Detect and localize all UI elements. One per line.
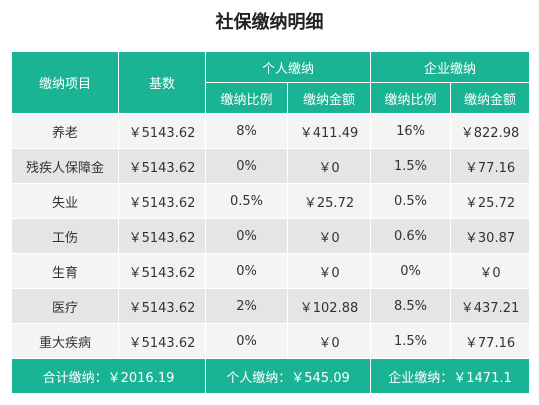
- cell-personal-amount: ￥25.72: [286, 183, 372, 219]
- cell-company-amount: ￥77.16: [450, 323, 531, 359]
- header-base: 基数: [118, 51, 206, 114]
- cell-personal-amount: ￥102.88: [286, 288, 372, 324]
- cell-personal-rate: 0%: [205, 323, 288, 359]
- cell-company-rate: 0%: [370, 253, 452, 289]
- header-company-amount: 缴纳金额: [450, 82, 531, 114]
- cell-base: ￥5143.62: [118, 323, 206, 359]
- cell-base: ￥5143.62: [118, 253, 206, 289]
- cell-item: 残疾人保障金: [11, 148, 119, 184]
- cell-personal-rate: 0.5%: [205, 183, 288, 219]
- header-company-group: 企业缴纳: [370, 51, 531, 83]
- cell-company-rate: 0.6%: [370, 218, 452, 254]
- table-row: 医疗 ￥5143.62 2% ￥102.88 8.5% ￥437.21: [11, 288, 531, 324]
- cell-company-amount: ￥0: [450, 253, 531, 289]
- cell-personal-amount: ￥0: [286, 253, 372, 289]
- header-personal-group: 个人缴纳: [204, 51, 372, 83]
- header-personal-rate: 缴纳比例: [205, 82, 288, 114]
- cell-base: ￥5143.62: [118, 183, 206, 219]
- cell-item: 重大疾病: [11, 323, 119, 359]
- cell-company-amount: ￥77.16: [450, 148, 531, 184]
- cell-personal-rate: 2%: [205, 288, 288, 324]
- cell-company-rate: 8.5%: [370, 288, 452, 324]
- page-title: 社保缴纳明细: [215, 12, 324, 33]
- social-security-table: 缴纳项目 基数 个人缴纳 企业缴纳 缴纳比例 缴纳金额 缴纳比例 缴纳金额 养老…: [11, 51, 531, 394]
- cell-company-rate: 1.5%: [370, 148, 452, 184]
- cell-company-rate: 1.5%: [370, 323, 452, 359]
- cell-personal-rate: 8%: [205, 113, 288, 149]
- cell-personal-rate: 0%: [205, 148, 288, 184]
- cell-company-amount: ￥25.72: [450, 183, 531, 219]
- header-item: 缴纳项目: [11, 51, 119, 114]
- header-row-2: 缴纳比例 缴纳金额 缴纳比例 缴纳金额: [12, 82, 531, 114]
- cell-base: ￥5143.62: [118, 288, 206, 324]
- cell-personal-amount: ￥0: [286, 323, 372, 359]
- cell-company-amount: ￥30.87: [450, 218, 531, 254]
- cell-item: 养老: [11, 113, 119, 149]
- cell-item: 医疗: [11, 288, 119, 324]
- cell-personal-rate: 0%: [205, 253, 288, 289]
- header-row-1: 缴纳项目 基数 个人缴纳 企业缴纳: [11, 51, 531, 114]
- table-row: 工伤 ￥5143.62 0% ￥0 0.6% ￥30.87: [11, 218, 531, 254]
- total-amount: 合计缴纳：￥2016.19: [11, 358, 206, 394]
- cell-company-amount: ￥437.21: [450, 288, 531, 324]
- header-company-rate: 缴纳比例: [370, 82, 452, 114]
- cell-item: 生育: [11, 253, 119, 289]
- cell-base: ￥5143.62: [118, 113, 206, 149]
- table-row: 失业 ￥5143.62 0.5% ￥25.72 0.5% ￥25.72: [11, 183, 531, 219]
- cell-personal-rate: 0%: [205, 218, 288, 254]
- cell-item: 工伤: [11, 218, 119, 254]
- cell-personal-amount: ￥0: [286, 148, 372, 184]
- cell-company-amount: ￥822.98: [450, 113, 531, 149]
- header-personal-amount: 缴纳金额: [286, 82, 372, 114]
- table-row: 养老 ￥5143.62 8% ￥411.49 16% ￥822.98: [11, 113, 531, 149]
- company-total: 企业缴纳：￥1471.1: [370, 358, 531, 394]
- cell-personal-amount: ￥411.49: [286, 113, 372, 149]
- cell-company-rate: 16%: [370, 113, 452, 149]
- table-row: 重大疾病 ￥5143.62 0% ￥0 1.5% ￥77.16: [11, 323, 531, 359]
- personal-total: 个人缴纳：￥545.09: [204, 358, 372, 394]
- cell-base: ￥5143.62: [118, 218, 206, 254]
- cell-personal-amount: ￥0: [286, 218, 372, 254]
- cell-base: ￥5143.62: [118, 148, 206, 184]
- cell-item: 失业: [11, 183, 119, 219]
- table-row: 残疾人保障金 ￥5143.62 0% ￥0 1.5% ￥77.16: [11, 148, 531, 184]
- summary-row: 合计缴纳：￥2016.19 个人缴纳：￥545.09 企业缴纳：￥1471.1: [11, 358, 531, 394]
- table-row: 生育 ￥5143.62 0% ￥0 0% ￥0: [11, 253, 531, 289]
- cell-company-rate: 0.5%: [370, 183, 452, 219]
